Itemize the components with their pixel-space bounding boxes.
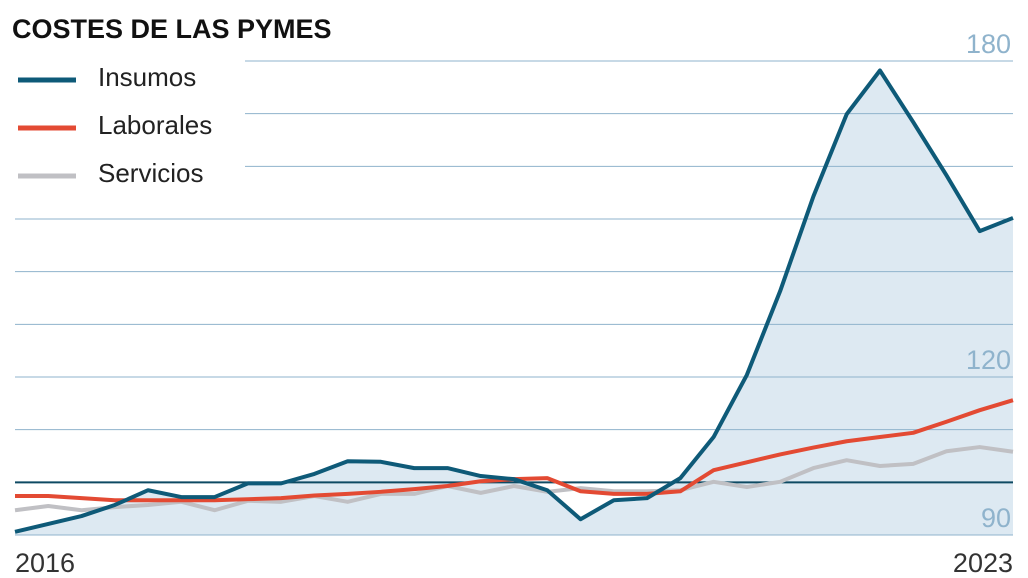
legend-label: Laborales [98, 110, 212, 140]
x-tick-label: 2016 [15, 548, 75, 578]
y-tick-label: 120 [966, 345, 1011, 375]
y-tick-label: 90 [981, 503, 1011, 533]
series-line [14, 68, 1014, 534]
area [15, 70, 1013, 535]
x-tick-label: 2023 [953, 548, 1013, 578]
legend-label: Insumos [98, 62, 196, 92]
chart-title: COSTES DE LAS PYMES [12, 14, 332, 44]
legend-label: Servicios [98, 158, 203, 188]
y-tick-label: 180 [966, 29, 1011, 59]
